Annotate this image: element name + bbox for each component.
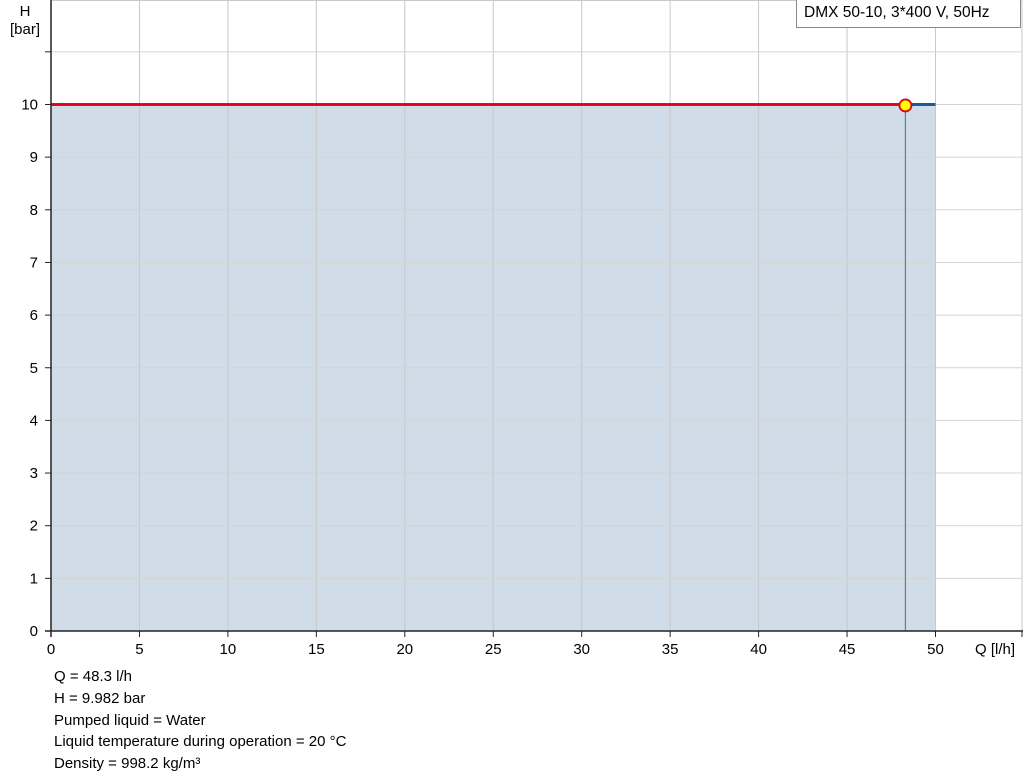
y-tick-label: 10 xyxy=(21,97,38,114)
x-tick-label: 50 xyxy=(927,641,944,658)
x-tick-label: 30 xyxy=(573,641,590,658)
info-density: Density = 998.2 kg/m³ xyxy=(54,755,201,773)
y-tick-label: 9 xyxy=(30,149,38,166)
y-axis-unit: [bar] xyxy=(10,21,40,38)
x-tick-label: 35 xyxy=(662,641,679,658)
y-tick-label: 5 xyxy=(30,360,38,377)
x-tick-label: 45 xyxy=(839,641,856,658)
y-axis-label: H xyxy=(20,3,31,20)
y-tick-label: 2 xyxy=(30,518,38,535)
y-tick-label: 8 xyxy=(30,202,38,219)
x-tick-label: 20 xyxy=(396,641,413,658)
x-tick-label: 25 xyxy=(485,641,502,658)
y-tick-label: 3 xyxy=(30,465,38,482)
x-tick-label: 0 xyxy=(47,641,55,658)
info-flow: Q = 48.3 l/h xyxy=(54,668,132,685)
y-tick-label: 7 xyxy=(30,254,38,271)
operating-point xyxy=(898,98,913,113)
x-tick-label: 15 xyxy=(308,641,325,658)
operating-info: Q = 48.3 l/h H = 9.982 bar Pumped liquid… xyxy=(54,666,346,775)
y-tick-label: 1 xyxy=(30,570,38,587)
y-tick-label: 4 xyxy=(30,412,38,429)
info-temperature: Liquid temperature during operation = 20… xyxy=(54,733,347,751)
info-liquid: Pumped liquid = Water xyxy=(54,711,206,729)
x-tick-label: 40 xyxy=(750,641,767,658)
x-tick-label: 10 xyxy=(220,641,237,658)
y-tick-label: 0 xyxy=(30,623,38,640)
info-head: H = 9.982 bar xyxy=(54,689,146,707)
x-axis-label: Q [l/h] xyxy=(975,641,1015,658)
legend: DMX 50-10, 3*400 V, 50Hz xyxy=(796,0,1021,28)
y-tick-label: 6 xyxy=(30,307,38,324)
x-tick-label: 5 xyxy=(135,641,143,658)
